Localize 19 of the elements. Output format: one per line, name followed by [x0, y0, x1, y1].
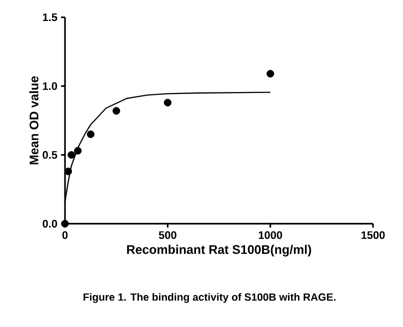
x-tick-label: 500	[158, 231, 176, 239]
x-axis-title: Recombinant Rat S100B(ng/ml)	[127, 244, 312, 256]
point	[64, 168, 72, 176]
text: Figure 1. The binding activity of S100B with RAGE.	[84, 293, 336, 303]
point	[86, 130, 94, 138]
point	[164, 98, 172, 106]
point	[112, 107, 120, 115]
x-tick-label: 1000	[258, 231, 282, 239]
x-tick-label: 1500	[362, 231, 385, 239]
point	[266, 70, 274, 78]
x-tick-label: 0	[62, 231, 68, 239]
y-axis-title: Mean OD value	[29, 76, 38, 164]
y-tick-label: 1.5	[42, 13, 58, 22]
point	[61, 220, 69, 228]
y-tick-label: 1.0	[42, 82, 58, 90]
point	[74, 146, 82, 155]
point	[68, 151, 76, 159]
y-tick-label: 0.5	[42, 151, 58, 159]
y-tick-label: 0.0	[42, 220, 58, 228]
